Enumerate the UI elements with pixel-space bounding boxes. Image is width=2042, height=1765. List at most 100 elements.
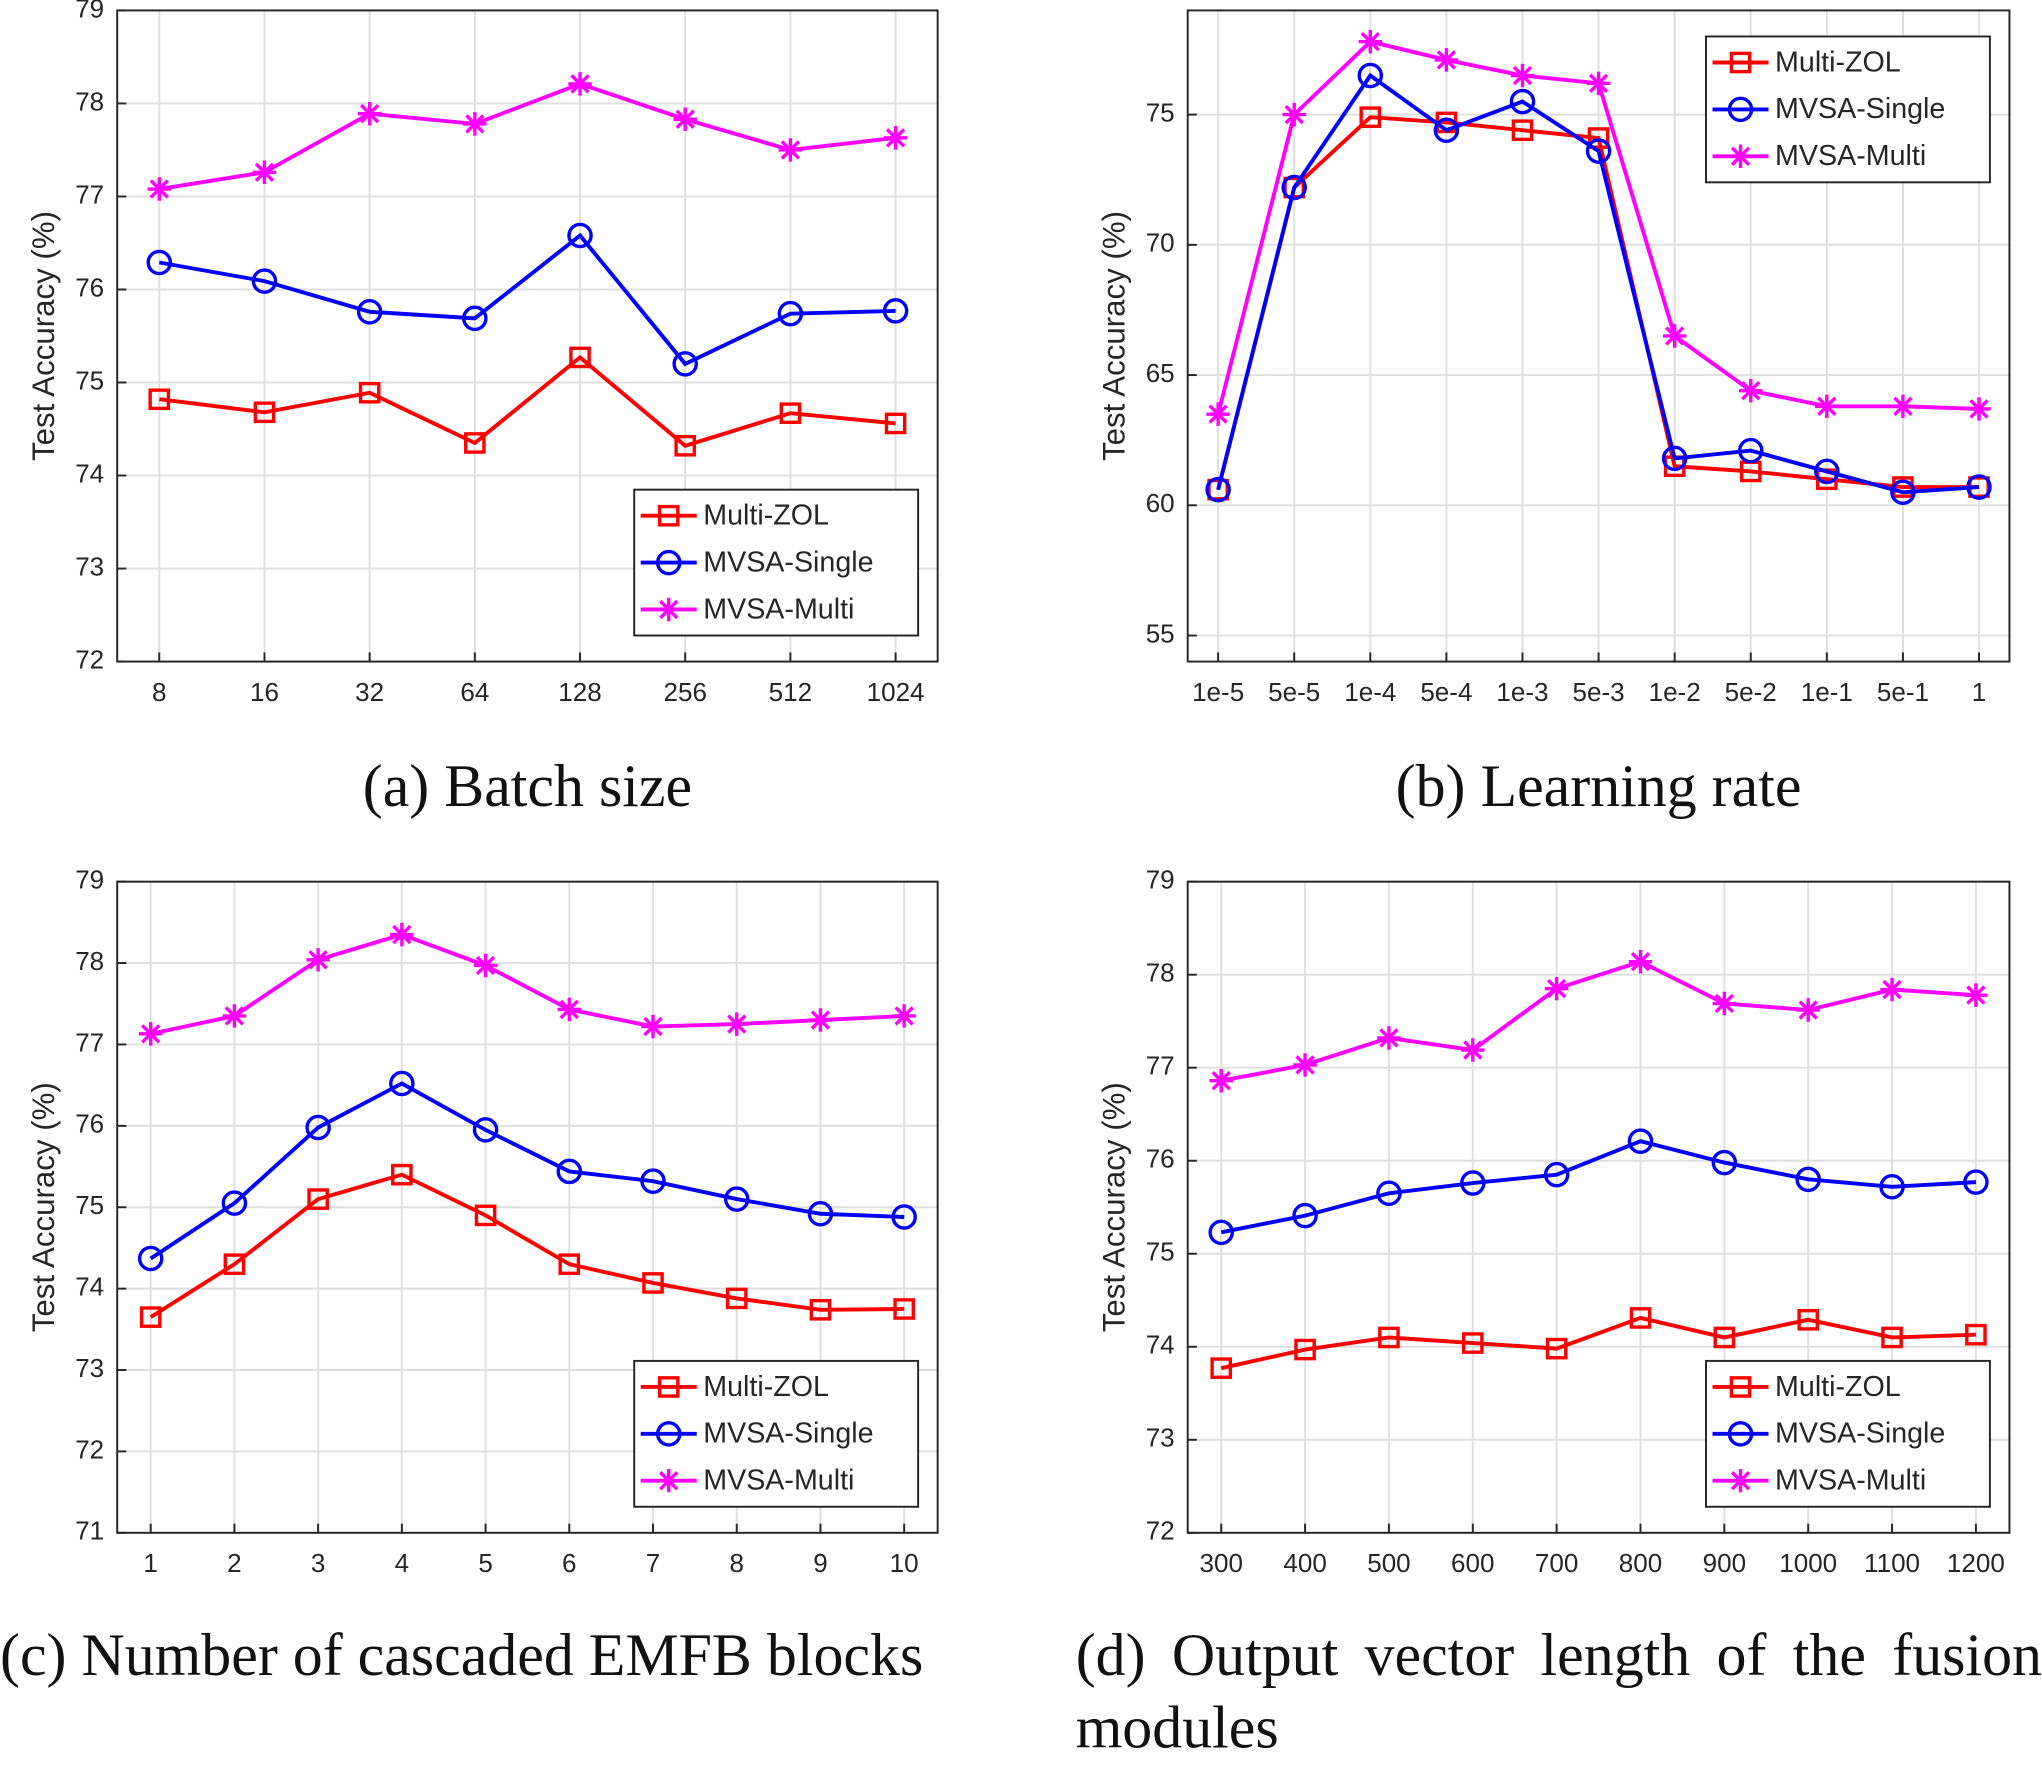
data-point — [1967, 397, 1991, 421]
data-point — [674, 434, 697, 457]
data-point — [1511, 119, 1534, 142]
data-point — [1966, 474, 1992, 500]
data-point — [884, 412, 907, 435]
data-point — [723, 1186, 750, 1212]
x-tick-label: 5e-5 — [1268, 677, 1320, 707]
data-point — [1545, 1337, 1568, 1360]
y-tick-label: 74 — [1146, 1330, 1175, 1360]
data-point — [1890, 479, 1916, 506]
data-point — [640, 1168, 666, 1194]
x-tick-label: 9 — [813, 1548, 827, 1578]
data-point — [1509, 88, 1536, 115]
y-tick-label: 74 — [75, 1272, 104, 1302]
x-tick-label: 5e-1 — [1877, 677, 1929, 707]
x-tick-label: 8 — [729, 1548, 743, 1578]
legend-label: MVSA-Multi — [703, 1465, 854, 1497]
data-point — [893, 1298, 915, 1320]
data-point — [462, 305, 488, 332]
data-point — [779, 402, 802, 425]
x-tick-label: 1100 — [1864, 1548, 1920, 1578]
y-tick-label: 60 — [1146, 488, 1175, 518]
data-point — [1207, 478, 1229, 501]
data-point — [1795, 1166, 1821, 1193]
data-point — [1209, 1069, 1233, 1093]
data-point — [1964, 983, 1988, 1007]
data-point — [892, 1004, 916, 1028]
y-tick-label: 72 — [75, 644, 104, 674]
data-point — [1208, 1219, 1235, 1246]
y-axis-label: Test Accuracy (%) — [1096, 211, 1131, 461]
legend-marker — [1729, 1376, 1752, 1398]
legend-label: Multi-ZOL — [703, 500, 829, 532]
legend-marker — [657, 1468, 681, 1493]
x-tick-label: 1 — [143, 1548, 157, 1578]
data-point — [357, 101, 382, 126]
x-tick-label: 1e-1 — [1801, 677, 1853, 707]
x-tick-label: 600 — [1451, 1548, 1494, 1578]
y-tick-label: 78 — [1146, 958, 1175, 988]
series-line — [149, 1081, 905, 1261]
x-tick-label: 1e-2 — [1649, 677, 1701, 707]
legend-marker — [655, 1421, 682, 1447]
x-tick-label: 6 — [562, 1548, 576, 1578]
legend-label: Multi-ZOL — [1775, 46, 1901, 78]
data-point — [358, 381, 381, 404]
data-point — [253, 401, 276, 424]
y-tick-label: 72 — [1146, 1516, 1175, 1546]
data-point — [472, 1117, 499, 1143]
data-point — [1205, 476, 1231, 503]
x-tick-label: 300 — [1200, 1548, 1243, 1578]
data-point — [474, 1204, 497, 1227]
axes-box — [1186, 880, 2011, 1534]
data-point — [463, 112, 487, 136]
caption: (d) Output vector length of the fusion m… — [1075, 1621, 2042, 1761]
data-point — [1283, 176, 1306, 199]
y-tick-label: 76 — [75, 1109, 104, 1139]
data-point — [1292, 1202, 1318, 1229]
data-point — [672, 351, 698, 377]
data-point — [391, 1163, 413, 1186]
data-point — [1510, 63, 1535, 88]
legend-label: MVSA-Single — [1775, 1418, 1945, 1450]
data-point — [1378, 1326, 1400, 1349]
data-point — [1376, 1180, 1402, 1207]
data-point — [1281, 174, 1307, 201]
legend-marker — [1727, 96, 1754, 123]
data-point — [148, 388, 171, 411]
x-tick-label: 1200 — [1947, 1548, 2005, 1578]
data-point — [1460, 1170, 1486, 1196]
data-point — [1739, 378, 1763, 403]
x-tick-label: 4 — [395, 1548, 409, 1578]
x-tick-label: 16 — [250, 677, 279, 707]
data-point — [778, 138, 803, 162]
y-tick-label: 55 — [1146, 618, 1175, 648]
axes-box — [1186, 9, 2011, 663]
data-point — [1881, 1326, 1903, 1349]
data-point — [1814, 458, 1840, 485]
data-point — [1359, 106, 1382, 129]
y-tick-label: 75 — [1146, 97, 1175, 127]
data-point — [882, 298, 909, 324]
data-point — [356, 299, 383, 325]
data-point — [1544, 976, 1569, 1001]
data-point — [777, 300, 804, 327]
x-tick-label: 512 — [769, 677, 812, 707]
series-line — [1216, 72, 1980, 495]
y-axis-label: Test Accuracy (%) — [26, 211, 61, 461]
x-tick-label: 128 — [558, 677, 601, 707]
x-tick-label: 400 — [1283, 1548, 1326, 1578]
data-point — [137, 1245, 164, 1272]
data-point — [1543, 1161, 1570, 1188]
y-tick-label: 79 — [75, 0, 104, 23]
data-point — [1713, 1326, 1736, 1349]
legend-label: Multi-ZOL — [703, 1371, 829, 1403]
legend-marker — [655, 549, 682, 576]
data-point — [1797, 1308, 1820, 1331]
y-tick-label: 74 — [75, 458, 104, 488]
series-line — [1220, 959, 1977, 1083]
x-tick-label: 2 — [227, 1548, 241, 1578]
data-point — [725, 1287, 748, 1310]
data-point — [307, 1188, 329, 1210]
data-point — [1585, 138, 1612, 164]
